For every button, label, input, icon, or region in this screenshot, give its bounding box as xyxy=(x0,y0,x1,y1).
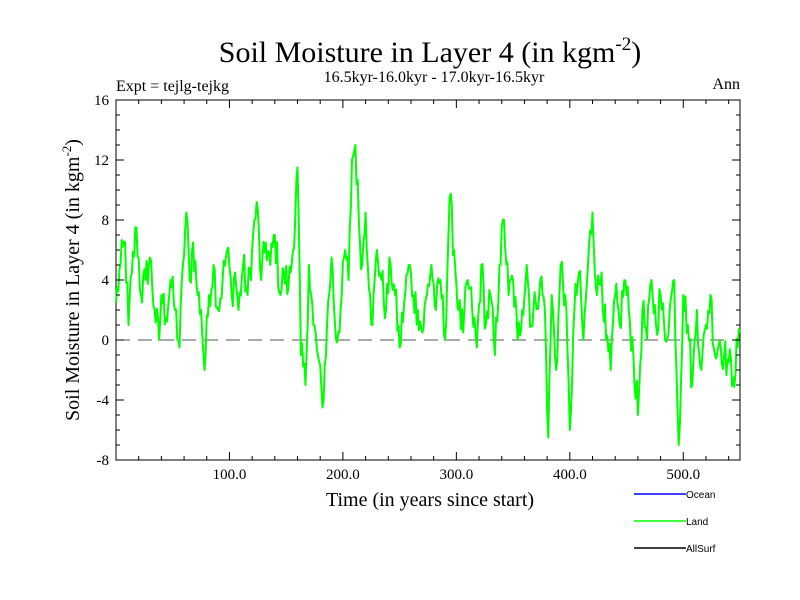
legend: Ocean Land AllSurf xyxy=(634,490,716,555)
legend-label-land: Land xyxy=(686,517,708,528)
y-tick-label: -8 xyxy=(97,453,110,469)
season-label: Ann xyxy=(712,76,740,93)
x-axis-ticks: 100.0 200.0 300.0 400.0 500.0 xyxy=(138,100,730,483)
y-tick-label: 0 xyxy=(102,333,110,349)
x-axis-label: Time (in years since start) xyxy=(326,489,534,511)
chart-title: Soil Moisture in Layer 4 (in kgm-2) xyxy=(219,34,641,69)
x-tick-label: 300.0 xyxy=(439,467,473,483)
series-line-land xyxy=(115,144,741,446)
y-tick-label: -4 xyxy=(97,393,110,409)
y-tick-label: 12 xyxy=(94,153,109,169)
y-axis-ticks: -8 -4 0 4 8 12 16 xyxy=(94,93,740,469)
y-axis-label: Soil Moisture in Layer 4 (in kgm-2) xyxy=(59,139,84,421)
x-tick-label: 500.0 xyxy=(666,467,700,483)
legend-label-ocean: Ocean xyxy=(686,490,715,501)
x-tick-label: 400.0 xyxy=(553,467,587,483)
chart-subtitle: 16.5kyr-16.0kyr - 17.0kyr-16.5kyr xyxy=(324,69,545,86)
x-tick-label: 100.0 xyxy=(213,467,247,483)
legend-label-allsurf: AllSurf xyxy=(686,544,716,555)
y-tick-label: 4 xyxy=(102,273,110,289)
plot-frame xyxy=(115,99,741,461)
y-tick-label: 8 xyxy=(102,213,110,229)
experiment-label: Expt = tejlg-tejkg xyxy=(116,78,229,95)
x-tick-label: 200.0 xyxy=(326,467,360,483)
y-tick-label: 16 xyxy=(94,93,110,109)
